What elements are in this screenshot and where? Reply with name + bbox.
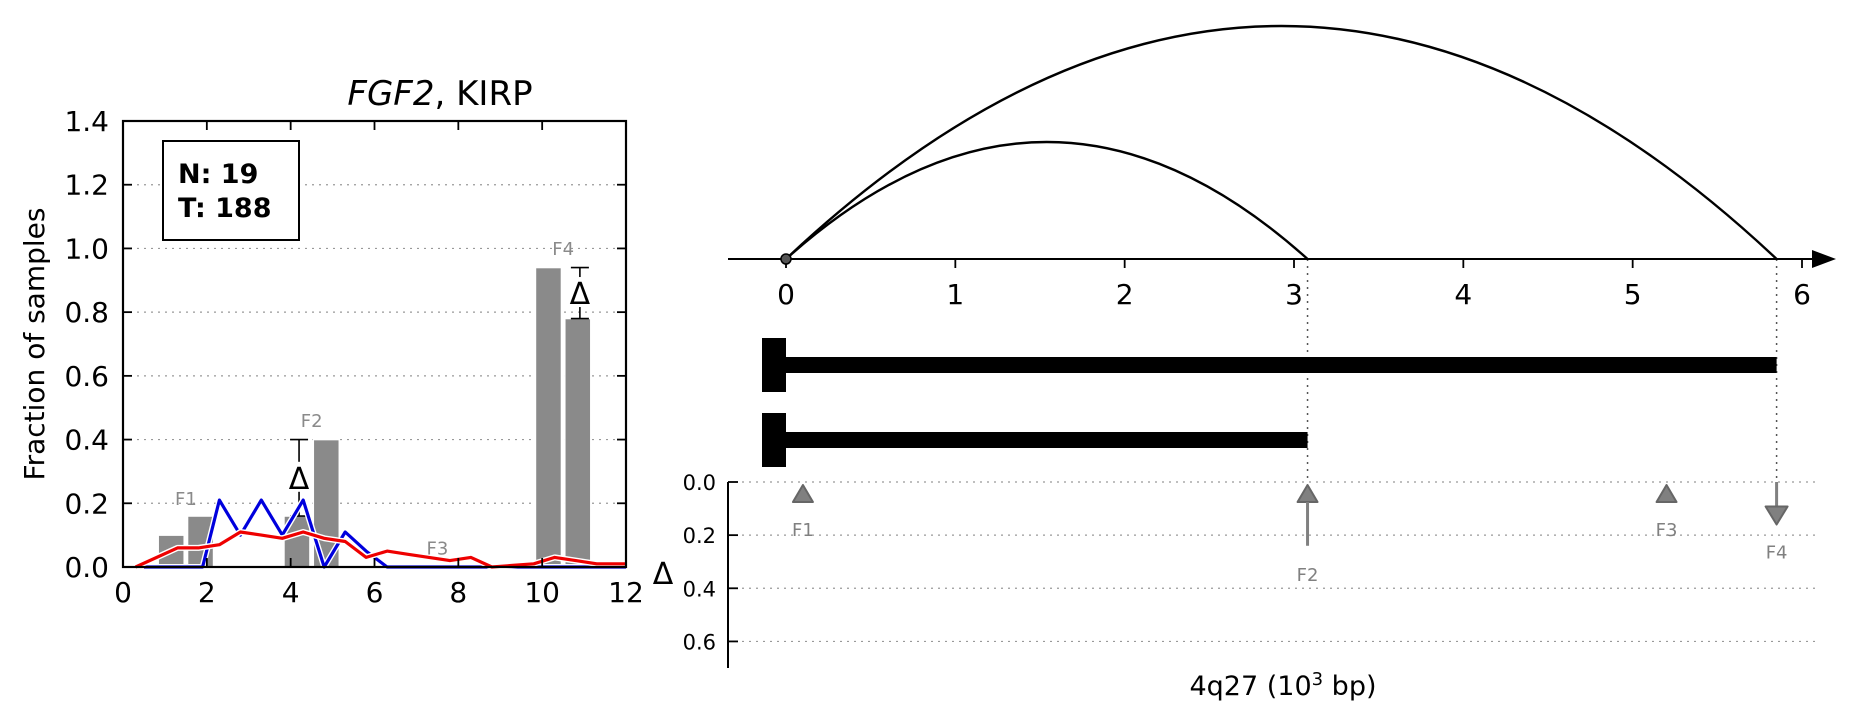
y-tick-label: 1.4 <box>64 105 109 138</box>
bar <box>534 266 563 568</box>
bars <box>157 266 592 568</box>
series-line <box>134 530 626 569</box>
up-arrow-icon <box>791 484 814 503</box>
feature-label: F3 <box>1656 520 1678 541</box>
delta-axis-ticks: 0.0 0.2 0.4 0.6 <box>683 471 738 654</box>
tumor-count: T: 188 <box>178 193 272 224</box>
feature-label: F4 <box>1766 543 1788 564</box>
x-tick-label: 2 <box>1116 278 1134 311</box>
transcript-exon <box>762 338 786 392</box>
delta-marker: Δ <box>289 462 310 497</box>
y-axis-label: Fraction of samples <box>18 208 51 481</box>
up-arrow-icon <box>1296 484 1319 503</box>
delta-grid <box>728 481 1818 643</box>
x-tick-label: 12 <box>608 576 644 609</box>
delta-marker-bg <box>565 277 594 308</box>
splice-arc <box>785 24 1778 260</box>
x-tick-label: 4 <box>1454 278 1472 311</box>
x-tick-label: 10 <box>524 576 560 609</box>
delta-marker-bg <box>285 461 314 492</box>
y-tick-label: 0.0 <box>64 551 109 584</box>
feature-label: F1 <box>792 520 814 541</box>
splice-arc <box>785 140 1309 260</box>
feature-label: F4 <box>552 239 574 260</box>
feature-label: F3 <box>426 538 448 559</box>
y-tick-label: 0.8 <box>64 296 109 329</box>
feature-marker-f3: F3 <box>1655 484 1678 541</box>
x-tick-label: 6 <box>1793 278 1811 311</box>
transcript-tracks <box>762 338 1777 467</box>
x-tick-label: 3 <box>1285 278 1303 311</box>
feature-marker-f2: F2 <box>1296 484 1319 586</box>
feature-label: F2 <box>1297 565 1319 586</box>
transcript-body <box>786 432 1308 448</box>
splice-arcs <box>785 24 1778 260</box>
feature-label: F2 <box>301 411 323 432</box>
up-arrow-icon <box>1655 484 1678 503</box>
sample-count-frame <box>162 140 300 241</box>
transcript-body <box>786 357 1777 373</box>
x-axis-label: 4q27 (103 bp) <box>1189 669 1376 703</box>
delta-tick-label: 0.2 <box>683 524 716 548</box>
down-arrow-icon <box>1764 505 1789 526</box>
feature-markers: F1 F2 F3 F4 <box>791 482 1789 586</box>
x-tick-label: 0 <box>777 278 795 311</box>
bar <box>564 317 592 568</box>
transcript-exon <box>762 413 786 467</box>
x-tick-label: 1 <box>946 278 964 311</box>
delta-error-bars: ΔΔ <box>285 266 594 517</box>
y-tick-label: 1.0 <box>64 232 109 265</box>
sample-count-box: N: 19 T: 188 <box>162 140 300 241</box>
delta-axis-label: Δ <box>653 557 674 592</box>
feature-label: F1 <box>175 489 197 510</box>
feature-labels: F1 F2 F3 F4 <box>175 239 574 559</box>
arc-diagram: 0 1 2 3 4 5 6 0.0 0.2 0.4 0.6 Δ F1 F2 F3 F4 4q27 (10… <box>653 24 1836 703</box>
x-tick-label: 5 <box>1624 278 1642 311</box>
origin-dot <box>780 253 792 265</box>
x-tick-label: 6 <box>366 576 384 609</box>
axis-ticks: 0.0 0.2 0.4 0.6 0.8 1.0 1.2 1.4 0 2 4 6 8 10 12 <box>64 105 643 609</box>
y-tick-label: 0.6 <box>64 360 109 393</box>
feature-marker-f4: F4 <box>1764 482 1789 564</box>
feature-marker-f1: F1 <box>791 484 814 541</box>
normal-count: N: 19 <box>178 159 258 190</box>
x-tick-label: 2 <box>198 576 216 609</box>
x-tick-label: 0 <box>114 576 132 609</box>
x-tick-label: 8 <box>449 576 467 609</box>
x-tick-label: 4 <box>282 576 300 609</box>
delta-tick-label: 0.0 <box>683 471 716 495</box>
axis-arrow-icon <box>1812 250 1836 268</box>
delta-tick-label: 0.6 <box>683 630 716 654</box>
delta-tick-label: 0.4 <box>683 577 716 601</box>
genomic-axis-ticks: 0 1 2 3 4 5 6 <box>777 259 1811 311</box>
y-tick-label: 0.4 <box>64 424 109 457</box>
y-tick-label: 0.2 <box>64 487 109 520</box>
delta-marker: Δ <box>570 277 591 312</box>
y-tick-label: 1.2 <box>64 169 109 202</box>
chart-title: FGF2, KIRP <box>347 74 532 114</box>
